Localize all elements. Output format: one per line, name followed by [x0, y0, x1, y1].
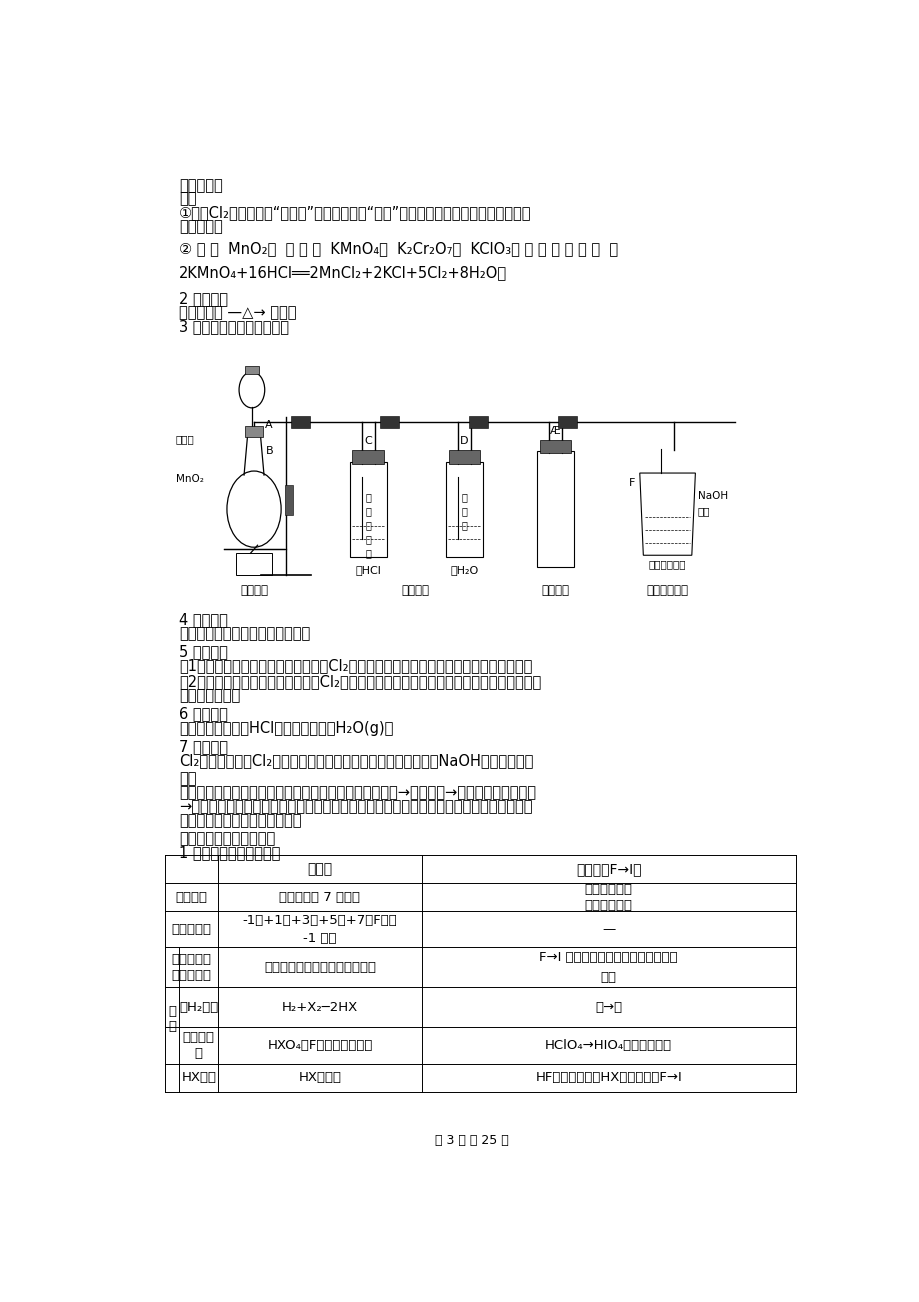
Text: 3 实验装置（如图所示）：: 3 实验装置（如图所示）：: [179, 320, 289, 335]
Bar: [558, 415, 576, 428]
Text: 递变性（F→I）: 递变性（F→I）: [575, 862, 641, 876]
Text: Cl₂有毒，多余的Cl₂排放到空气中会造成环境污染，要用碱（如NaOH）溶液吸收。: Cl₂有毒，多余的Cl₂排放到空气中会造成环境污染，要用碱（如NaOH）溶液吸收…: [179, 753, 533, 768]
Bar: [244, 366, 259, 374]
Text: 知能解读（三）卤族元素: 知能解读（三）卤族元素: [179, 831, 275, 846]
Text: 最高含氧: 最高含氧: [183, 1031, 214, 1044]
Text: B: B: [266, 447, 273, 456]
Text: 硫: 硫: [461, 506, 467, 516]
Text: 2 装置类型: 2 装置类型: [179, 292, 228, 306]
Text: 吸收多余氯气: 吸收多余氯气: [648, 560, 686, 569]
Text: 6 净化方法: 6 净化方法: [179, 707, 228, 721]
Text: 减弱: 减弱: [600, 971, 616, 984]
Text: HX酸性: HX酸性: [181, 1072, 216, 1085]
Text: 非金属性、: 非金属性、: [172, 953, 211, 966]
Text: -1 价）: -1 价）: [303, 932, 336, 945]
Text: 性
质: 性 质: [168, 1005, 176, 1034]
Text: HX都是酸: HX都是酸: [298, 1072, 341, 1085]
Text: 剂的作用。: 剂的作用。: [179, 178, 222, 193]
Text: 4 收集方法: 4 收集方法: [179, 612, 228, 628]
Text: NaOH: NaOH: [697, 491, 727, 501]
Text: -1、+1、+3、+5、+7（F只有: -1、+1、+3、+5、+7（F只有: [243, 914, 397, 927]
Text: 7 尾气处理: 7 尾气处理: [179, 738, 228, 754]
Text: 水: 水: [365, 548, 370, 559]
Text: 固体＋液体 —△→ 气体。: 固体＋液体 —△→ 气体。: [179, 306, 296, 320]
Text: 有毒气体必须有尾气处理装置。: 有毒气体必须有尾气处理装置。: [179, 812, 301, 828]
Text: 浓盐酸: 浓盐酸: [176, 434, 194, 444]
Text: 5 验满方法: 5 验满方法: [179, 644, 228, 660]
Text: 注意: 注意: [179, 771, 197, 786]
Text: 都是活泼非金属，都易得到电子: 都是活泼非金属，都易得到电子: [264, 961, 376, 974]
Text: H₂+X₂─2HX: H₂+X₂─2HX: [281, 1001, 357, 1014]
Text: （2）将湿润的蓝色石蕊试纸靠近盛Cl₂的瓶口，观察到试纸立即发生先变红后褪色的变化，: （2）将湿润的蓝色石蕊试纸靠近盛Cl₂的瓶口，观察到试纸立即发生先变红后褪色的变…: [179, 674, 541, 690]
Text: 用饱和食盐水除去HCl，用浓硫酸除去H₂O(g)。: 用饱和食盐水除去HCl，用浓硫酸除去H₂O(g)。: [179, 721, 393, 736]
Text: 主要化合价: 主要化合价: [172, 923, 211, 936]
Text: 发生装置: 发生装置: [240, 585, 267, 598]
Text: 和: 和: [365, 506, 370, 516]
Text: A: A: [265, 421, 272, 430]
Text: 浓: 浓: [461, 492, 467, 503]
Text: 1 原子结构与元素的性质: 1 原子结构与元素的性质: [179, 845, 280, 861]
Text: 净化装置: 净化装置: [402, 585, 429, 598]
Text: 得电子能力: 得电子能力: [172, 969, 211, 982]
Text: D: D: [460, 436, 468, 447]
Text: —: —: [601, 923, 615, 936]
Bar: [539, 440, 571, 453]
Text: 溶液: 溶液: [697, 506, 709, 516]
Text: F: F: [628, 478, 634, 488]
Text: ② 若 无  MnO₂，  可 以 用  KMnO₄、  K₂Cr₂O₇、  KClO₃等 氧 化 剂 代 替 ，  如: ② 若 无 MnO₂， 可 以 用 KMnO₄、 K₂Cr₂O₇、 KClO₃等…: [179, 241, 618, 256]
Text: 盐: 盐: [365, 534, 370, 544]
Bar: [236, 553, 272, 575]
Text: 原子结构: 原子结构: [176, 891, 208, 904]
Text: 注意: 注意: [179, 191, 197, 206]
Text: MnO₂: MnO₂: [176, 474, 203, 484]
Text: HClO₄→HIO₄酸性逐渐减弱: HClO₄→HIO₄酸性逐渐减弱: [545, 1039, 672, 1052]
Text: 则证明已集满。: 则证明已集满。: [179, 689, 240, 703]
Bar: [446, 461, 482, 557]
Text: 第 3 页 共 25 页: 第 3 页 共 25 页: [434, 1134, 508, 1147]
Text: 尾气吸收装置: 尾气吸收装置: [646, 585, 687, 598]
Text: ①制取Cl₂时要注意用“浓盐酸”且反应条件是“加热”，当浓盐酸成为稀盐酸时，反应将: ①制取Cl₂时要注意用“浓盐酸”且反应条件是“加热”，当浓盐酸成为稀盐酸时，反应…: [179, 206, 531, 220]
Text: 向上排空气法或排饱和食盐水法。: 向上排空气法或排饱和食盐水法。: [179, 626, 310, 642]
Text: 原子半径增大: 原子半径增大: [584, 898, 632, 911]
Text: 酸: 酸: [195, 1047, 202, 1060]
Text: 2KMnO₄+16HCl══2MnCl₂+2KCl+5Cl₂+8H₂O。: 2KMnO₄+16HCl══2MnCl₂+2KCl+5Cl₂+8H₂O。: [179, 266, 506, 280]
Bar: [448, 450, 480, 464]
Text: 酸: 酸: [461, 521, 467, 530]
Bar: [349, 461, 386, 557]
Bar: [352, 450, 383, 464]
Text: 最外层均为 7 个电子: 最外层均为 7 个电子: [279, 891, 360, 904]
Text: 除HCl: 除HCl: [355, 565, 380, 574]
Text: 食: 食: [365, 521, 370, 530]
Bar: [290, 415, 310, 428]
Text: 饱: 饱: [365, 492, 370, 503]
Text: HF（弱），其他HX（强），由F→I: HF（弱），其他HX（强），由F→I: [535, 1072, 681, 1085]
Text: HXO₄（F除外）都是强酸: HXO₄（F除外）都是强酸: [267, 1039, 372, 1052]
Bar: [537, 452, 573, 566]
Text: F→I 非金属性减弱，得电子能力逐渐: F→I 非金属性减弱，得电子能力逐渐: [539, 950, 677, 963]
Text: 易→难: 易→难: [595, 1001, 621, 1014]
Text: 电子层数增多: 电子层数增多: [584, 883, 632, 896]
Text: （1）将湿润的淀粉碘化钾试纸靠近盛Cl₂的瓶口，观察到试纸立即变蓝，则证明已集满。: （1）将湿润的淀粉碘化钾试纸靠近盛Cl₂的瓶口，观察到试纸立即变蓝，则证明已集满…: [179, 659, 532, 673]
Bar: [284, 486, 293, 516]
Text: 与H₂化合: 与H₂化合: [179, 1001, 218, 1014]
Text: Æ: Æ: [550, 427, 561, 436]
Bar: [469, 415, 487, 428]
Text: →尾气处理装置。在组合装置制取气体时，可按此顺序选择需要的仪器和相应的药品，制取: →尾气处理装置。在组合装置制取气体时，可按此顺序选择需要的仪器和相应的药品，制取: [179, 799, 532, 814]
Text: 收集装置: 收集装置: [541, 585, 569, 598]
Text: 一套完整的制取气体的实验装置包括四个部分：发生装置→净化装置→收集或性质验证装置: 一套完整的制取气体的实验装置包括四个部分：发生装置→净化装置→收集或性质验证装置: [179, 785, 536, 799]
Bar: [244, 426, 263, 437]
Text: 不再进行。: 不再进行。: [179, 220, 222, 234]
Text: C: C: [364, 436, 371, 447]
Text: 除H₂O: 除H₂O: [449, 565, 478, 574]
Bar: [380, 415, 398, 428]
Text: 相似性: 相似性: [307, 862, 332, 876]
